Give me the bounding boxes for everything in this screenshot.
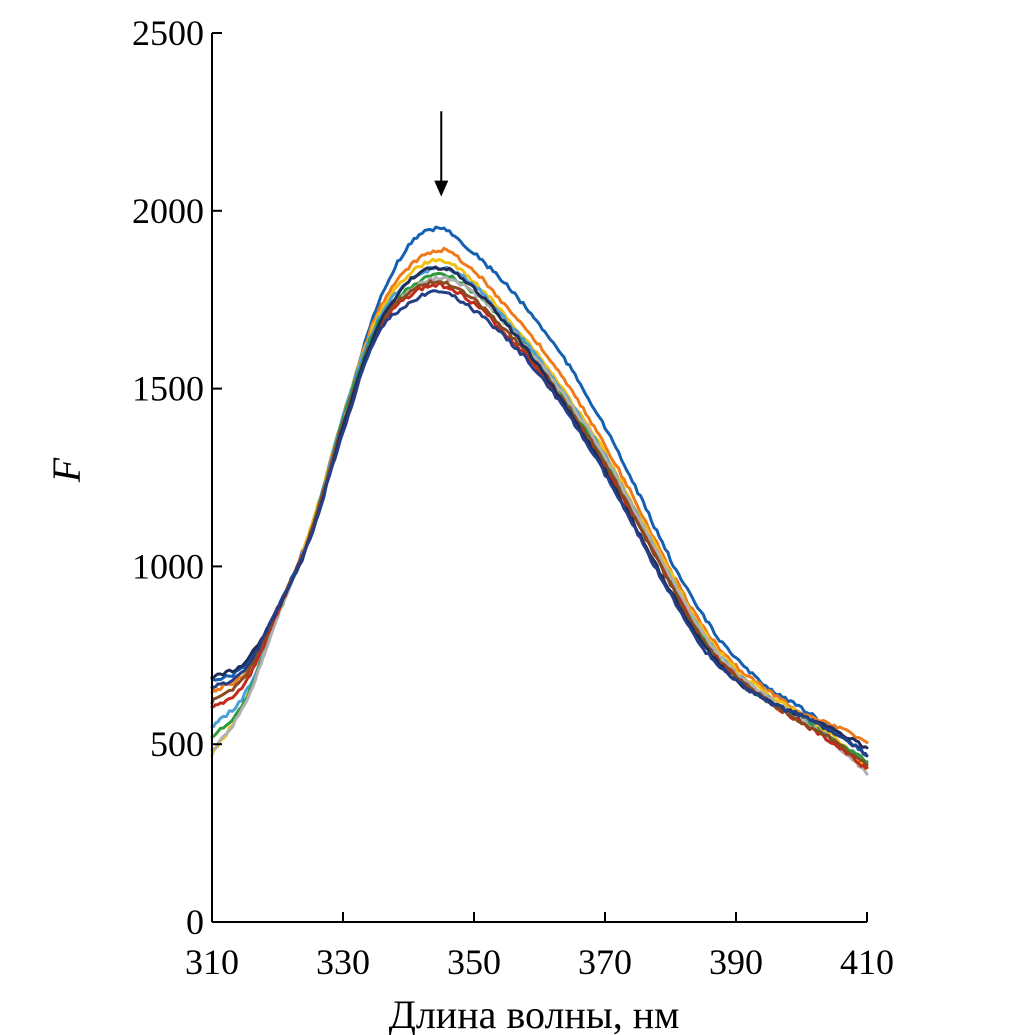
arrow-head	[434, 180, 449, 197]
x-axis-title: Длина волны, нм	[389, 992, 680, 1035]
y-tick-label: 0	[186, 902, 204, 942]
series-line	[210, 279, 869, 767]
series-line	[210, 289, 869, 758]
x-tick-label: 390	[709, 942, 763, 982]
series-line	[210, 257, 869, 771]
x-tick-label: 370	[578, 942, 632, 982]
plot-lines	[210, 225, 869, 776]
y-tick-label: 500	[150, 724, 204, 764]
y-ticks: 0 500 1000 1500 2000 2500	[132, 13, 222, 942]
series-line	[210, 265, 869, 750]
x-tick-label: 350	[447, 942, 501, 982]
x-tick-label: 410	[840, 942, 894, 982]
x-tick-label: 330	[316, 942, 370, 982]
x-tick-label: 310	[185, 942, 239, 982]
y-axis-title: F	[44, 457, 89, 483]
y-tick-label: 1000	[132, 546, 204, 586]
x-ticks: 310 330 350 370 390 410	[185, 912, 894, 982]
y-tick-label: 1500	[132, 369, 204, 409]
y-tick-label: 2000	[132, 191, 204, 231]
y-tick-label: 2500	[132, 13, 204, 53]
annotations	[434, 111, 449, 197]
series-line	[210, 225, 869, 758]
